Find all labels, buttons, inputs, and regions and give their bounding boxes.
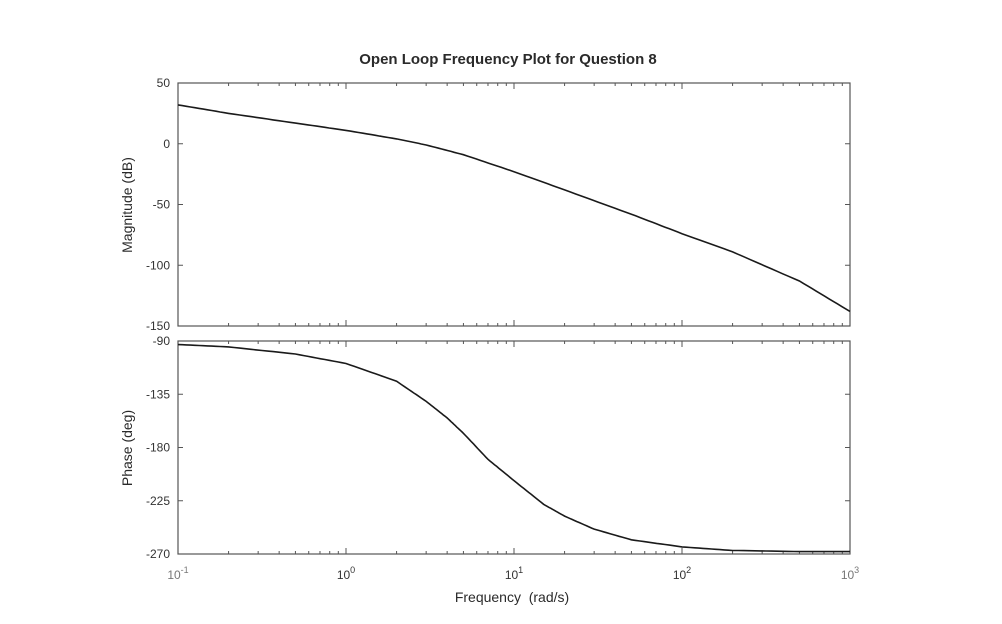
phase-y-axis-label: Phase (deg) — [119, 410, 135, 486]
phase-y-tick-labels: -90 -135 -180 -225 -270 — [146, 334, 170, 561]
frequency-x-tick-label: 100 — [337, 565, 355, 582]
phase-y-tick-label: -90 — [153, 334, 171, 348]
magnitude-y-axis-label: Magnitude (dB) — [119, 157, 135, 253]
frequency-x-axis-label: Frequency (rad/s) — [455, 589, 569, 605]
phase-line — [177, 343, 850, 553]
frequency-x-tick-label: 102 — [673, 565, 691, 582]
magnitude-y-tick-label: -100 — [146, 258, 170, 272]
phase-y-tick-label: -180 — [146, 441, 170, 455]
phase-plot: -90 -135 -180 -225 -270 10-1 100 101 102 103 Pha… — [119, 334, 859, 605]
phase-y-tick-label: -225 — [146, 494, 170, 508]
magnitude-series — [177, 104, 851, 313]
frequency-x-tick-label: 101 — [505, 565, 523, 582]
phase-y-tick-label: -270 — [146, 547, 170, 561]
magnitude-y-tick-label: 0 — [163, 137, 170, 151]
frequency-x-tick-labels: 10-1 100 101 102 103 — [167, 565, 859, 582]
phase-y-tick-label: -135 — [146, 387, 170, 401]
magnitude-ticks — [177, 82, 850, 327]
chart-title: Open Loop Frequency Plot for Question 8 — [359, 51, 657, 68]
frequency-x-tick-label: 10-1 — [167, 565, 188, 582]
phase-plot-frame — [177, 340, 851, 555]
magnitude-y-tick-labels: 50 0 -50 -100 -150 — [146, 76, 170, 333]
magnitude-y-tick-label: 50 — [157, 76, 171, 90]
frequency-x-tick-label: 103 — [841, 565, 859, 582]
magnitude-plot-frame — [177, 82, 851, 327]
phase-series — [177, 343, 850, 553]
magnitude-y-tick-label: -50 — [153, 198, 171, 212]
magnitude-line — [177, 104, 851, 313]
magnitude-y-tick-label: -150 — [146, 319, 170, 333]
magnitude-plot: 50 0 -50 -100 -150 Magnitude (dB) — [119, 76, 851, 333]
phase-ticks — [177, 340, 850, 555]
